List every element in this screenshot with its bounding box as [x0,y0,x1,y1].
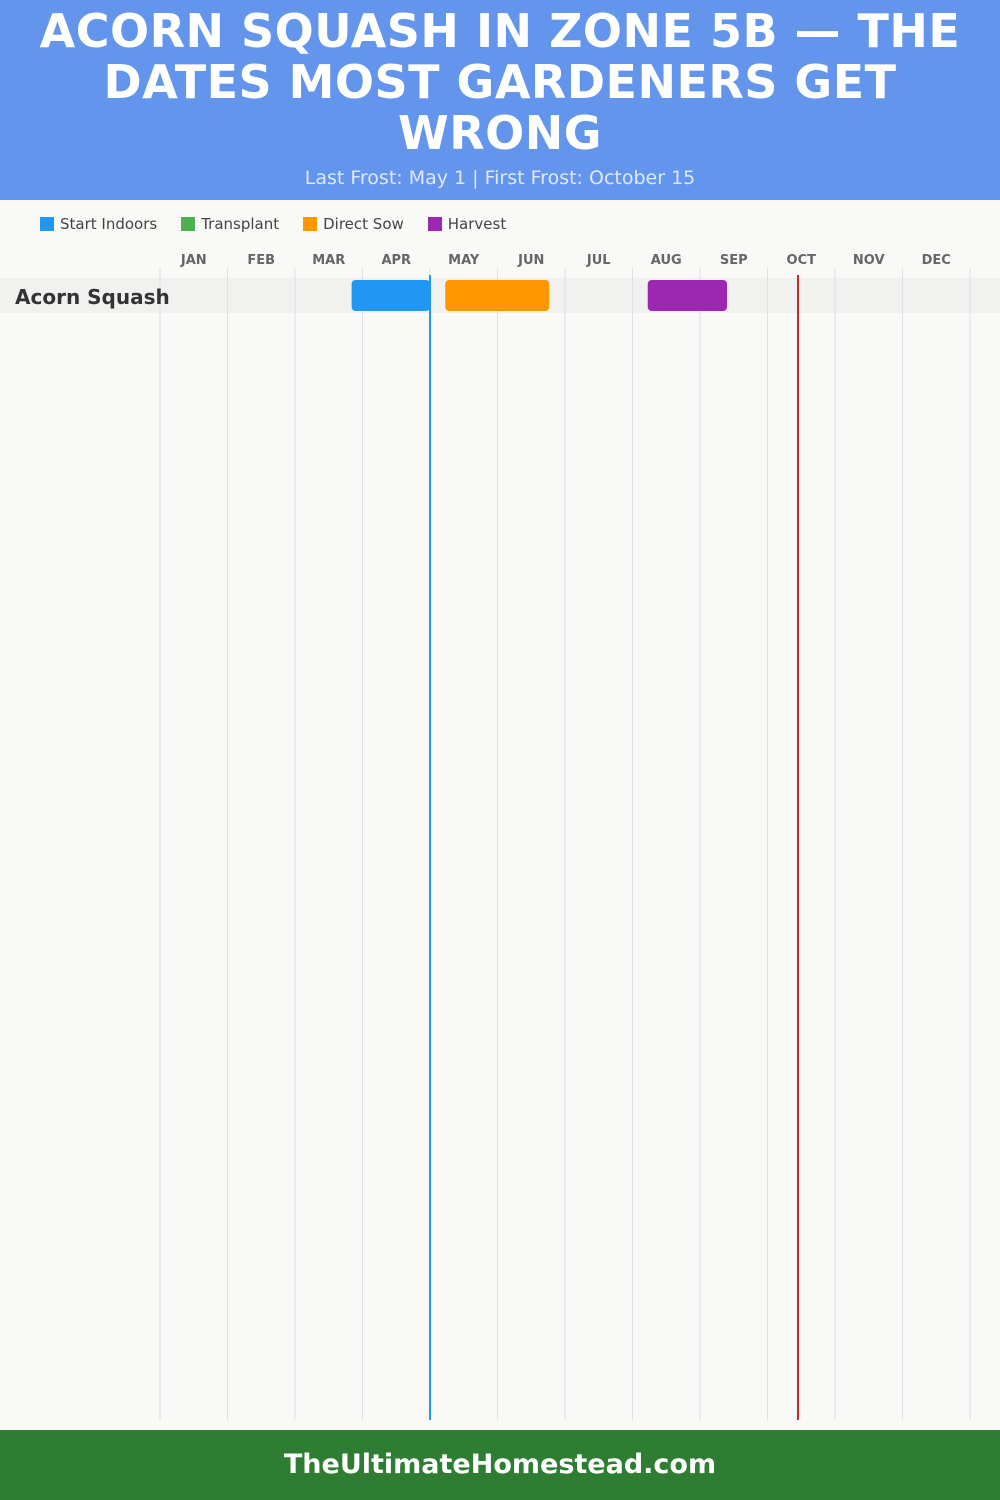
month-label: MAR [312,253,345,268]
legend-label: Direct Sow [323,215,404,233]
month-label: MAY [448,253,480,268]
month-label: NOV [853,253,885,268]
legend-swatch [427,217,442,231]
legend-label: Harvest [447,215,507,233]
month-label: SEP [720,253,748,268]
planting-chart: JAN FEB MAR APR MAY JUN JUL AUG SEP OCT NOV DEC Acor… [15,253,971,1420]
legend-swatch [181,217,196,231]
month-label: OCT [787,253,817,268]
footer-site-name: TheUltimateHomestead.com [0,1430,1000,1500]
frost-dates-subtitle: Last Frost: May 1 | First Frost: October… [304,167,696,189]
page-title: ACORN SQUASH IN ZONE 5B — THE DATES MOST… [39,4,961,160]
legend-label: Start Indoors [60,215,158,233]
month-label: FEB [247,253,275,268]
month-label: JUL [586,253,611,268]
legend-item: Direct Sow [303,215,404,233]
legend-swatch [40,217,54,231]
legend-item: Transplant [181,215,279,233]
header-banner [0,0,1000,200]
month-label: AUG [651,253,682,268]
legend: Start Indoors Transplant Direct Sow Harvest [40,215,506,233]
month-label: DEC [922,253,951,268]
legend-label: Transplant [201,215,280,233]
legend-item: Start Indoors [40,215,157,233]
month-label: APR [381,253,411,268]
month-label: JUN [517,253,544,268]
legend-item: Harvest [427,215,507,233]
crop-label: Acorn Squash [15,285,170,309]
month-label: JAN [180,253,207,268]
bar-harvest [647,280,727,311]
bar-start-indoors [351,280,430,311]
bar-direct-sow [445,280,550,311]
legend-swatch [303,217,318,231]
